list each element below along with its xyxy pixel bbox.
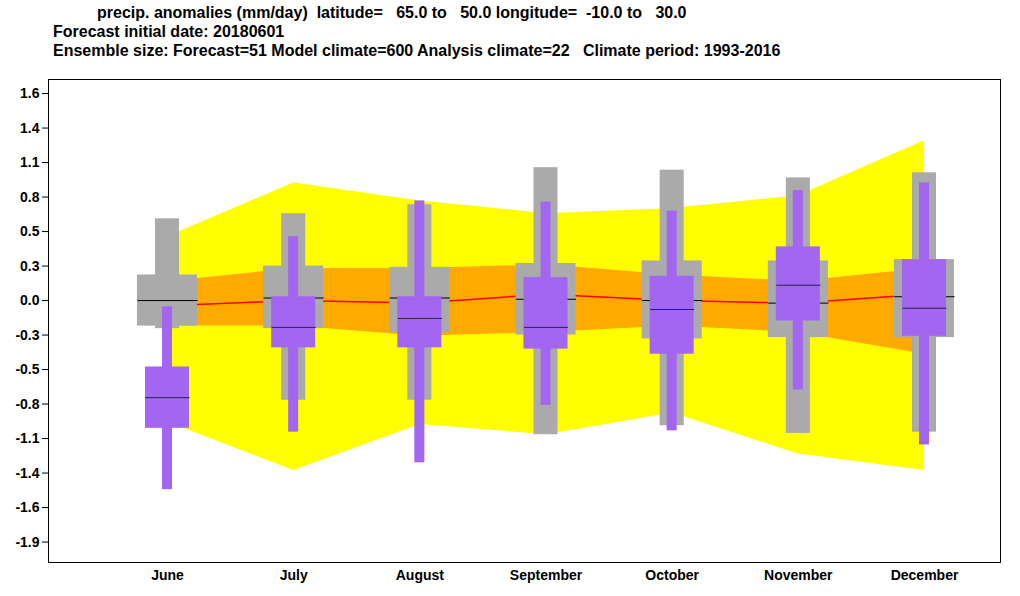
svg-text:-1.4: -1.4 bbox=[15, 465, 39, 481]
svg-text:October: October bbox=[645, 567, 699, 583]
html-text:Ensemble size: Forecast=51 Mod: Ensemble size: Forecast=51 Model climate… bbox=[53, 42, 781, 59]
svg-text:November: November bbox=[764, 567, 833, 583]
svg-text:0.3: 0.3 bbox=[20, 258, 40, 274]
svg-text:-0.5: -0.5 bbox=[15, 361, 39, 377]
html-text:precip. anomalies (mm/day) lat: precip. anomalies (mm/day) latitude= 65.… bbox=[97, 4, 687, 21]
svg-text:1.6: 1.6 bbox=[20, 85, 40, 101]
svg-text:-0.3: -0.3 bbox=[15, 327, 39, 343]
svg-text:-1.6: -1.6 bbox=[15, 499, 39, 515]
svg-text:September: September bbox=[510, 567, 583, 583]
svg-text:July: July bbox=[280, 567, 308, 583]
svg-text:1.1: 1.1 bbox=[20, 154, 40, 170]
html-text:Forecast initial date: 2018060: Forecast initial date: 20180601 bbox=[53, 23, 285, 40]
svg-text:-1.1: -1.1 bbox=[15, 430, 39, 446]
svg-text:August: August bbox=[396, 567, 445, 583]
svg-text:0.0: 0.0 bbox=[20, 292, 40, 308]
svg-text:-0.8: -0.8 bbox=[15, 396, 39, 412]
svg-text:0.8: 0.8 bbox=[20, 189, 40, 205]
svg-text:June: June bbox=[151, 567, 184, 583]
svg-text:-1.9: -1.9 bbox=[15, 534, 39, 550]
svg-text:December: December bbox=[891, 567, 959, 583]
svg-text:1.4: 1.4 bbox=[20, 120, 40, 136]
svg-text:0.5: 0.5 bbox=[20, 223, 40, 239]
